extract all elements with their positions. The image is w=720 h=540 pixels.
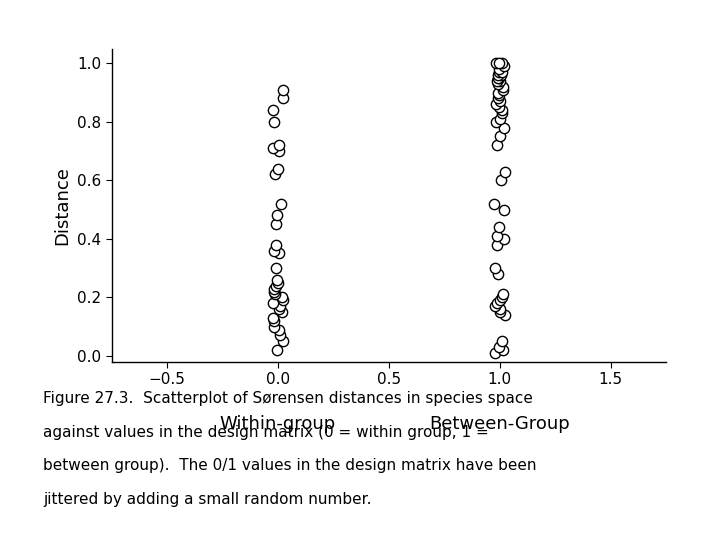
Point <box>493 59 505 68</box>
Point <box>274 249 285 258</box>
Text: jittered by adding a small random number.: jittered by adding a small random number… <box>43 492 372 507</box>
Point <box>498 290 509 299</box>
Point <box>498 234 510 243</box>
Point <box>270 281 282 290</box>
Point <box>274 325 285 334</box>
Point <box>490 100 502 109</box>
Point <box>492 71 504 79</box>
Point <box>274 305 285 313</box>
Point <box>276 293 287 302</box>
Point <box>268 246 279 255</box>
Point <box>276 308 288 316</box>
Point <box>271 211 283 220</box>
Point <box>489 199 500 208</box>
Point <box>277 337 289 346</box>
Point <box>267 299 279 308</box>
Point <box>495 176 507 185</box>
Point <box>492 269 504 278</box>
Point <box>490 118 501 126</box>
Point <box>277 296 289 305</box>
Point <box>274 302 286 310</box>
Point <box>497 109 508 117</box>
Point <box>269 118 280 126</box>
Point <box>498 123 510 132</box>
Point <box>493 343 505 352</box>
Point <box>494 296 505 305</box>
Point <box>496 337 508 346</box>
Point <box>492 73 504 82</box>
Point <box>491 141 503 150</box>
Point <box>498 85 509 94</box>
Point <box>492 77 503 85</box>
Point <box>491 232 503 240</box>
Y-axis label: Distance: Distance <box>53 166 71 245</box>
Text: Between-Group: Between-Group <box>429 415 570 433</box>
Point <box>272 164 284 173</box>
Point <box>277 94 289 103</box>
Point <box>494 103 505 111</box>
Point <box>274 141 285 150</box>
Point <box>277 85 289 94</box>
Point <box>271 275 283 284</box>
Text: Figure 27.3.  Scatterplot of Sørensen distances in species space: Figure 27.3. Scatterplot of Sørensen dis… <box>43 392 533 407</box>
Point <box>489 264 500 273</box>
Point <box>270 264 282 273</box>
Point <box>493 73 505 82</box>
Point <box>275 331 287 340</box>
Point <box>273 147 284 156</box>
Point <box>497 82 508 91</box>
Point <box>496 293 508 302</box>
Point <box>492 240 503 249</box>
Point <box>497 59 508 68</box>
Point <box>495 132 506 141</box>
Point <box>493 65 505 73</box>
Point <box>267 144 279 152</box>
Point <box>272 279 284 287</box>
Point <box>490 59 502 68</box>
Point <box>271 220 282 228</box>
Point <box>493 223 505 232</box>
Point <box>495 71 507 79</box>
Point <box>495 77 506 85</box>
Point <box>494 91 505 100</box>
Point <box>489 302 500 310</box>
Point <box>267 106 279 114</box>
Point <box>489 349 500 357</box>
Point <box>269 284 280 293</box>
Point <box>498 62 510 71</box>
Point <box>269 287 280 296</box>
Point <box>497 346 508 354</box>
Point <box>275 199 287 208</box>
Point <box>494 97 505 106</box>
Point <box>492 79 503 88</box>
Point <box>496 68 508 76</box>
Point <box>494 305 505 313</box>
Point <box>271 346 282 354</box>
Point <box>495 308 506 316</box>
Point <box>269 290 281 299</box>
Point <box>499 205 510 214</box>
Point <box>493 68 505 76</box>
Text: Within-group: Within-group <box>220 415 336 433</box>
Point <box>492 94 504 103</box>
Point <box>499 310 510 319</box>
Point <box>270 240 282 249</box>
Point <box>496 106 508 114</box>
Point <box>492 88 504 97</box>
Point <box>269 316 280 325</box>
Point <box>269 322 280 331</box>
Point <box>267 314 279 322</box>
Text: between group).  The 0/1 values in the design matrix have been: between group). The 0/1 values in the de… <box>43 458 536 474</box>
Point <box>491 299 503 308</box>
Point <box>269 170 280 179</box>
Text: against values in the design matrix (0 = within group, 1 =: against values in the design matrix (0 =… <box>43 425 489 440</box>
Point <box>494 114 505 123</box>
Point <box>499 167 510 176</box>
